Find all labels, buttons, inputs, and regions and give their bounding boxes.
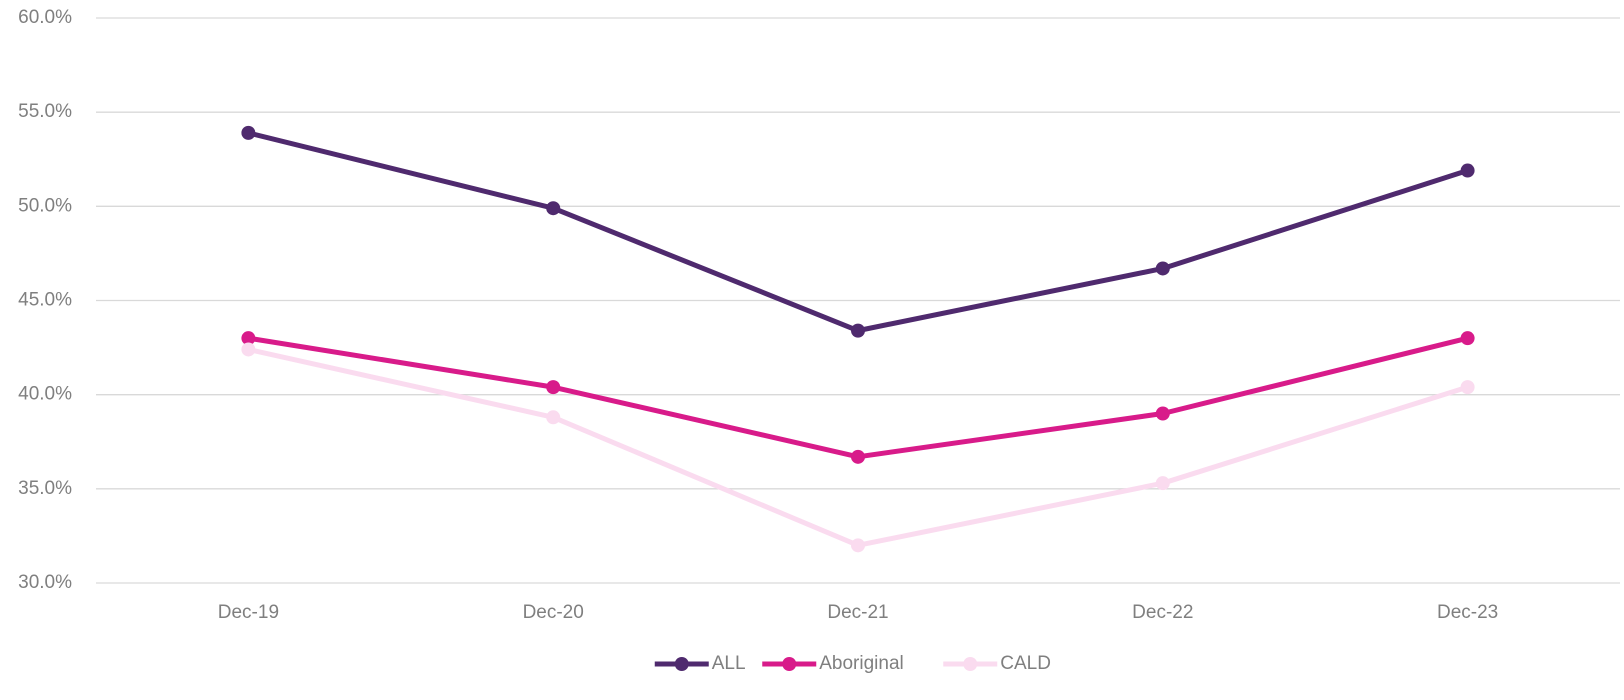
legend-label: CALD <box>1000 653 1051 674</box>
legend-marker <box>782 657 797 671</box>
data-point <box>546 380 561 395</box>
y-tick-label: 60.0% <box>18 7 72 28</box>
x-tick-label: Dec-23 <box>1437 602 1498 623</box>
data-point <box>241 342 256 357</box>
data-point <box>1460 380 1475 395</box>
data-point <box>1155 476 1170 491</box>
data-point <box>851 538 865 553</box>
data-point <box>241 125 256 140</box>
y-tick-label: 30.0% <box>18 572 72 593</box>
data-point <box>546 201 561 216</box>
data-point <box>1460 331 1475 346</box>
data-point <box>1460 163 1475 178</box>
x-tick-label: Dec-21 <box>827 602 888 623</box>
series-line <box>247 347 1469 548</box>
data-point <box>1155 406 1170 421</box>
legend-marker <box>674 657 689 671</box>
data-point <box>851 449 865 464</box>
series-line <box>248 335 1469 460</box>
data-point <box>1155 261 1170 276</box>
x-tick-label: Dec-20 <box>523 602 584 623</box>
y-tick-label: 55.0% <box>18 101 72 122</box>
data-point <box>241 331 256 346</box>
x-tick-label: Dec-19 <box>218 602 279 623</box>
legend-label: Aboriginal <box>819 653 904 674</box>
y-tick-label: 40.0% <box>18 384 72 405</box>
y-tick-label: 45.0% <box>18 290 72 311</box>
legend-marker <box>963 657 978 671</box>
legend-label: ALL <box>712 653 746 674</box>
data-point <box>851 323 865 338</box>
y-tick-label: 50.0% <box>18 195 72 216</box>
data-point <box>546 410 561 425</box>
y-tick-label: 35.0% <box>18 478 72 499</box>
x-tick-label: Dec-22 <box>1132 602 1193 623</box>
